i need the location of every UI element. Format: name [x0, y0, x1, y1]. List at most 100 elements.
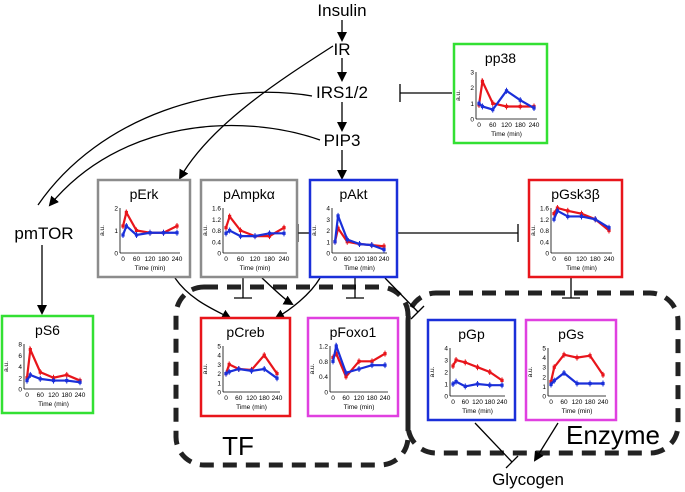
panel-pakt-border [308, 178, 399, 279]
panel-pakt-ytick: 1 [326, 239, 330, 246]
panel-pgp-ytick: 0 [444, 394, 448, 401]
panel-pgsk-ytick: 0.4 [540, 239, 549, 246]
panel-pakt-xtick: 240 [379, 256, 390, 263]
group-label-tf: TF [222, 431, 254, 461]
panel-pfoxo-ytick: 0 [324, 390, 328, 397]
panel-pfoxo-point-blue [334, 344, 338, 348]
panel-pampk-ylabel: a.u. [202, 225, 209, 236]
panel-perk-series-red [121, 209, 178, 234]
panel-pgs-ytick: 3 [542, 365, 546, 372]
panel-pampk-point-red [282, 226, 286, 230]
panel-pcreb: pCreb 5 4 3 2 1 0 a.u. 0 60 120 180 240 Time (min) [199, 316, 292, 418]
panel-perk-point-blue [121, 233, 125, 237]
panel-pampk-point-blue [253, 234, 257, 238]
panel-pakt-xtick: 60 [344, 256, 352, 263]
panel-pgsk-ytick: 1.6 [540, 206, 549, 213]
panel-pgsk-point-red [566, 209, 570, 213]
edge-irs-pmtor [37, 91, 313, 206]
panel-pgs-xtick: 0 [549, 399, 553, 406]
panel-pgsk-point-blue [555, 209, 560, 213]
panel-pp38-point-red [518, 104, 522, 109]
panel-pfoxo-series-blue [331, 342, 385, 375]
panel-pp38-xlabel: Time (min) [491, 131, 522, 138]
panel-pgsk-xtick: 0 [552, 256, 556, 263]
panel-pgs-point-red [575, 356, 579, 360]
panel-pp38-xtick: 0 [477, 122, 481, 129]
panel-pgs-ytick: 4 [542, 355, 546, 362]
panel-pakt: pAkt 4 3 2 1 0 a.u. 0 60 120 180 240 Time (min) [308, 178, 399, 279]
panel-pgp-xtick: 0 [451, 399, 455, 406]
panel-pgp-point-blue [475, 382, 480, 386]
panel-pgsk-point-blue [566, 214, 570, 219]
panel-perk-border [96, 178, 192, 279]
panel-pgsk-ytick: 0.8 [540, 228, 549, 235]
panel-pgsk-xlabel: Time (min) [566, 265, 597, 272]
panel-pcreb-point-blue [275, 376, 279, 380]
panel-pgs-series-red [549, 353, 604, 382]
panel-pgp: pGp 4 3 2 1 0 a.u. 0 60 120 180 240 Time (min) [426, 318, 517, 422]
panel-pcreb-point-blue [249, 369, 254, 373]
panel-ps6-ylabel: a.u. [3, 361, 10, 372]
panel-pp38-xtick: 180 [515, 122, 526, 129]
panel-pakt-point-blue [336, 214, 340, 218]
panel-pcreb-point-red [275, 372, 279, 376]
panel-perk-xlabel: Time (min) [135, 265, 166, 272]
panel-ps6-border [0, 314, 95, 415]
panel-pgp-ytick: 1 [444, 382, 448, 389]
panel-pakt-point-blue [357, 242, 362, 246]
panel-pp38-point-blue [480, 104, 485, 109]
panel-pampk-xtick: 120 [250, 256, 261, 263]
panel-pgs-point-red [552, 365, 556, 369]
inhibit-pgp-glycogen [474, 422, 513, 463]
panel-pp38-series-red [477, 77, 534, 108]
inhibit-pakt-pgp-bar [410, 305, 425, 320]
edge-pgs-glycogen [533, 422, 559, 462]
panel-pgs-xtick: 180 [585, 399, 596, 406]
panel-perk-point-red [121, 224, 125, 228]
panel-pgsk-point-blue [593, 217, 597, 221]
panel-pcreb-xtick: 60 [235, 395, 243, 402]
panel-pp38: pp38 3 2 1 0 a.u. 0 60 120 180 240 Time (min) [452, 42, 549, 145]
node-glycogen: Glycogen [492, 470, 564, 489]
panel-pampk-point-red [228, 214, 232, 219]
panel-pampk-point-blue [224, 231, 228, 235]
panel-pp38-xtick: 120 [501, 122, 512, 129]
panel-pampk-xtick: 240 [279, 256, 290, 263]
panel-pgs-ytick: 2 [542, 374, 546, 381]
panel-pfoxo-ytick: 0.4 [319, 374, 328, 381]
panel-pgs-point-blue [588, 381, 592, 386]
panel-pgp-point-red [451, 364, 455, 368]
panel-pcreb-point-blue [224, 372, 228, 376]
panel-pcreb-xtick: 0 [224, 395, 228, 402]
panel-pgs-point-blue [549, 382, 553, 387]
panel-pp38-xtick: 240 [529, 122, 540, 129]
panel-pampk-xtick: 60 [237, 256, 245, 263]
panel-pfoxo-xtick: 0 [331, 395, 335, 402]
panel-pfoxo-xtick: 240 [380, 395, 391, 402]
panel-pcreb-ytick: 1 [217, 380, 221, 387]
node-pip3: PIP3 [324, 131, 361, 150]
panel-pgsk-ylabel: a.u. [530, 225, 537, 236]
panel-pcreb-point-red [227, 362, 231, 366]
panel-pgsk-point-blue [552, 217, 556, 221]
panel-perk-point-blue [175, 231, 179, 235]
panel-pgsk-title: pGsk3β [551, 186, 600, 202]
panel-pampk-xlabel: Time (min) [240, 265, 271, 272]
panel-pgp-ytick: 2 [444, 370, 448, 377]
panel-ps6-point-blue [38, 377, 42, 381]
panel-pgsk-point-blue [579, 214, 584, 219]
panel-pgs-point-blue [601, 381, 605, 386]
panel-perk: pErk 2 1 0 a.u. 0 60 120 180 240 Time (min) [96, 178, 192, 279]
panel-pfoxo-point-red [370, 359, 374, 363]
panel-pgsk-point-red [552, 212, 556, 216]
panel-pgs-xtick: 240 [598, 399, 609, 406]
panel-pgp-border [426, 318, 517, 422]
panel-pakt-title: pAkt [339, 186, 367, 202]
panel-ps6-ytick: 8 [18, 342, 22, 349]
panel-pfoxo-point-red [344, 375, 348, 379]
panel-pakt-xtick: 180 [366, 256, 377, 263]
panel-pgp-point-blue [463, 384, 467, 388]
panel-pakt-series-blue [333, 215, 385, 251]
